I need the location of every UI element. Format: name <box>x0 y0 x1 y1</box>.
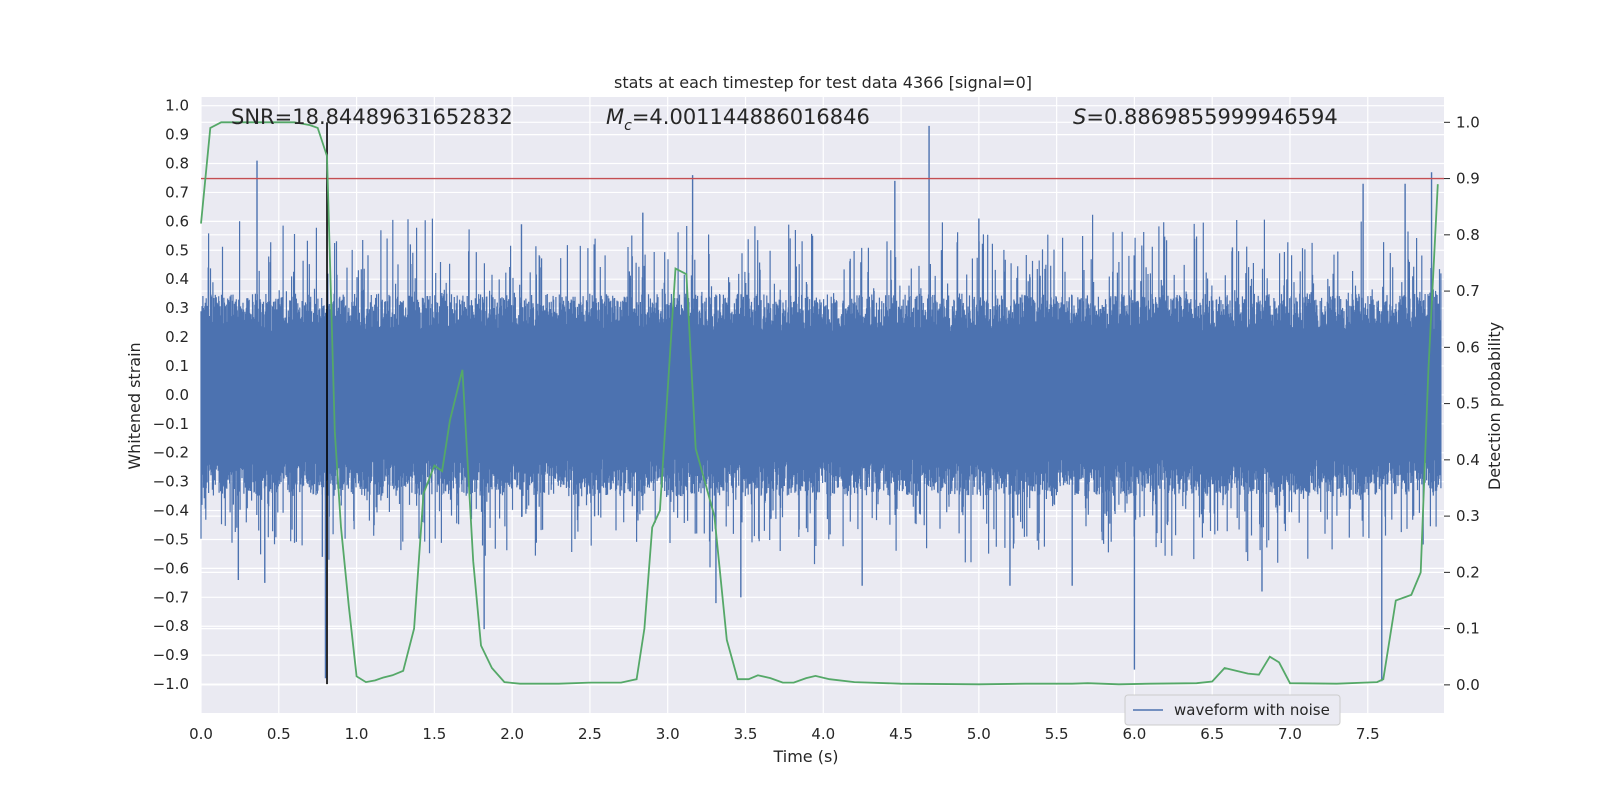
s-annotation: S=0.8869855999946594 <box>1073 105 1338 129</box>
y-tick-label: 0.7 <box>165 183 189 201</box>
y2-tick-label: 0.0 <box>1456 676 1480 694</box>
x-axis-label: Time (s) <box>772 747 838 766</box>
x-tick-label: 5.5 <box>1045 725 1069 743</box>
x-tick-label: 1.0 <box>345 725 369 743</box>
probability-curve <box>200 121 1439 686</box>
y-tick-label: 0.9 <box>165 126 189 144</box>
x-tick-label: 5.0 <box>967 725 991 743</box>
y-tick-label: 0.1 <box>165 357 189 375</box>
y2-tick-label: 0.3 <box>1456 507 1480 525</box>
x-tick-label: 3.5 <box>734 725 758 743</box>
waveform-series <box>200 125 1442 682</box>
waveform-trace <box>200 214 1442 568</box>
y-tick-label: 0.5 <box>165 241 189 259</box>
x-tick-label: 0.0 <box>189 725 213 743</box>
s-value: =0.8869855999946594 <box>1086 105 1337 129</box>
y-tick-label: −0.2 <box>153 444 189 462</box>
x-tick-label: 6.0 <box>1122 725 1146 743</box>
chirp-mass-symbol: M <box>606 105 624 129</box>
y-tick-label: 0.8 <box>165 155 189 173</box>
y-tick-label: 0.6 <box>165 212 189 230</box>
y-tick-label: 0.3 <box>165 299 189 317</box>
y-axis-ticks: 1.0 0.9 0.8 0.7 0.6 0.5 0.4 0.3 0.2 0.1 0.0 −0.1 −0.… <box>153 97 189 693</box>
x-tick-label: 2.5 <box>578 725 602 743</box>
x-tick-label: 7.0 <box>1278 725 1302 743</box>
x-tick-label: 1.5 <box>422 725 446 743</box>
y2-axis-ticks: 1.0 0.9 0.8 0.7 0.6 0.5 0.4 0.3 0.2 0.1 0.0 <box>1444 113 1480 694</box>
chirp-mass-annotation: Mc=4.001144886016846 <box>606 105 870 134</box>
probability-series <box>200 121 1439 686</box>
y-tick-label: −0.7 <box>153 588 189 606</box>
y-tick-label: 0.2 <box>165 328 189 346</box>
y2-tick-label: 0.5 <box>1456 395 1480 413</box>
y-tick-label: −0.5 <box>153 530 189 548</box>
y-tick-label: −1.0 <box>153 675 189 693</box>
y-tick-label: −0.8 <box>153 617 189 635</box>
y-tick-label: −0.4 <box>153 502 189 520</box>
y-tick-label: −0.9 <box>153 646 189 664</box>
y2-axis-label: Detection probability <box>1485 322 1504 490</box>
legend-box <box>1124 694 1341 726</box>
y2-tick-label: 0.4 <box>1456 451 1480 469</box>
overlay-lines <box>201 122 1444 685</box>
y2-tick-label: 0.9 <box>1456 170 1480 188</box>
y-tick-label: −0.1 <box>153 415 189 433</box>
y2-tick-label: 0.1 <box>1456 620 1480 638</box>
y2-tick-label: 0.6 <box>1456 338 1480 356</box>
y-tick-label: −0.3 <box>153 473 189 491</box>
snr-annotation: SNR=18.84489631652832 <box>231 105 513 129</box>
y2-tick-label: 0.7 <box>1456 282 1480 300</box>
chart-title: stats at each timestep for test data 436… <box>614 73 1032 92</box>
x-tick-label: 3.0 <box>656 725 680 743</box>
y-tick-label: −0.6 <box>153 559 189 577</box>
x-tick-label: 4.5 <box>889 725 913 743</box>
legend: waveform with noise <box>1124 694 1341 726</box>
s-symbol: S <box>1073 105 1086 129</box>
y-tick-label: 1.0 <box>165 97 189 115</box>
y-axis-label: Whitened strain <box>125 342 144 469</box>
y2-tick-label: 1.0 <box>1456 113 1480 131</box>
legend-label: waveform with noise <box>1174 701 1330 719</box>
chirp-mass-value: =4.001144886016846 <box>632 105 870 129</box>
x-axis-ticks: 0.0 0.5 1.0 1.5 2.0 2.5 3.0 3.5 4.0 4.5 5.0 5.5 6.0 6… <box>189 725 1380 743</box>
x-tick-label: 2.0 <box>500 725 524 743</box>
y-tick-label: 0.4 <box>165 270 189 288</box>
x-tick-label: 6.5 <box>1200 725 1224 743</box>
chirp-mass-subscript: c <box>624 118 632 134</box>
y-tick-label: 0.0 <box>165 386 189 404</box>
x-tick-label: 4.0 <box>811 725 835 743</box>
y2-tick-label: 0.2 <box>1456 563 1480 581</box>
x-tick-label: 0.5 <box>267 725 291 743</box>
x-tick-label: 7.5 <box>1356 725 1380 743</box>
y2-tick-label: 0.8 <box>1456 226 1480 244</box>
